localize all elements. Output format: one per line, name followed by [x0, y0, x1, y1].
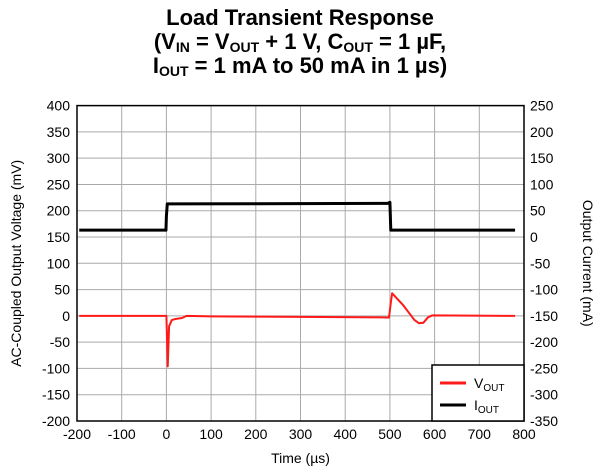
chart-subtitle-line2: IOUT = 1 mA to 50 mA in 1 µs) — [0, 54, 600, 83]
subtitle-text: = 1 µF, — [372, 29, 447, 54]
y2-tick-label: -250 — [530, 360, 558, 376]
chart-title: Load Transient Response — [166, 5, 434, 30]
series-line-out-iout — [79, 200, 516, 232]
y-axis-label: AC-Coupled Output Voltage (mV) — [8, 160, 24, 367]
y-tick-label: 0 — [62, 308, 70, 324]
x-tick-label: 400 — [334, 426, 358, 442]
x-tick-label: 800 — [512, 426, 536, 442]
subtitle-text: = V — [189, 29, 230, 54]
x-tick-label: 300 — [289, 426, 313, 442]
x-tick-label: -200 — [63, 426, 91, 442]
legend-label-main: V — [474, 375, 484, 391]
legend-label: IOUT — [474, 397, 499, 416]
y-tick-label: -200 — [42, 413, 70, 429]
x-tick-label: 0 — [163, 426, 171, 442]
y2-tick-label: 0 — [530, 229, 538, 245]
legend-box — [431, 364, 525, 422]
subtitle-text: = 1 mA to 50 mA in 1 µs) — [188, 53, 448, 78]
y2-tick-label: 150 — [530, 150, 554, 166]
y2-tick-label: -100 — [530, 282, 558, 298]
x-tick-label: 600 — [423, 426, 447, 442]
subtitle-sub: OUT — [158, 63, 189, 79]
y-tick-label: 300 — [47, 150, 71, 166]
x-tick-label: 200 — [244, 426, 268, 442]
y2-tick-label: 200 — [530, 124, 554, 140]
y2-tick-label: -150 — [530, 308, 558, 324]
y2-tick-label: 250 — [530, 98, 554, 114]
legend-label: VOUT — [474, 375, 504, 394]
plot-frame — [76, 104, 525, 422]
y-tick-label: 50 — [54, 282, 70, 298]
subtitle-sub: IN — [175, 39, 190, 55]
chart-subtitle-line1: (VIN = VOUT + 1 V, COUT = 1 µF, — [0, 30, 600, 59]
y-tick-label: 350 — [47, 124, 71, 140]
legend-label-main: I — [474, 397, 478, 413]
x-axis-label: Time (µs) — [271, 450, 330, 466]
y2-tick-label: -200 — [530, 334, 558, 350]
y-tick-label: 200 — [47, 203, 71, 219]
y2-tick-label: 50 — [530, 203, 546, 219]
y2-tick-label: 100 — [530, 176, 554, 192]
y-tick-label: 100 — [47, 255, 71, 271]
x-tick-label: 500 — [378, 426, 402, 442]
y-tick-label: -150 — [42, 387, 70, 403]
y-tick-label: 250 — [47, 176, 71, 192]
y2-tick-label: -50 — [530, 255, 550, 271]
y-tick-label: -50 — [50, 334, 70, 350]
x-tick-label: -100 — [108, 426, 136, 442]
subtitle-sub: OUT — [343, 39, 373, 55]
y2-axis-label: Output Current (mA) — [580, 200, 596, 327]
subtitle-text: + 1 V, C — [259, 29, 344, 54]
y-tick-label: -100 — [42, 360, 70, 376]
legend-label-sub: OUT — [483, 383, 504, 394]
y-tick-label: 150 — [47, 229, 71, 245]
x-tick-label: 100 — [199, 426, 223, 442]
series-line-out-vout — [79, 292, 516, 368]
subtitle-text: (V — [153, 29, 176, 54]
y2-tick-label: -350 — [530, 413, 558, 429]
legend-label-sub: OUT — [478, 405, 499, 416]
y-tick-label: 400 — [47, 98, 71, 114]
subtitle-sub: OUT — [229, 39, 260, 55]
y2-tick-label: -300 — [530, 387, 558, 403]
subtitle-text: I — [152, 53, 159, 78]
x-tick-label: 700 — [468, 426, 492, 442]
